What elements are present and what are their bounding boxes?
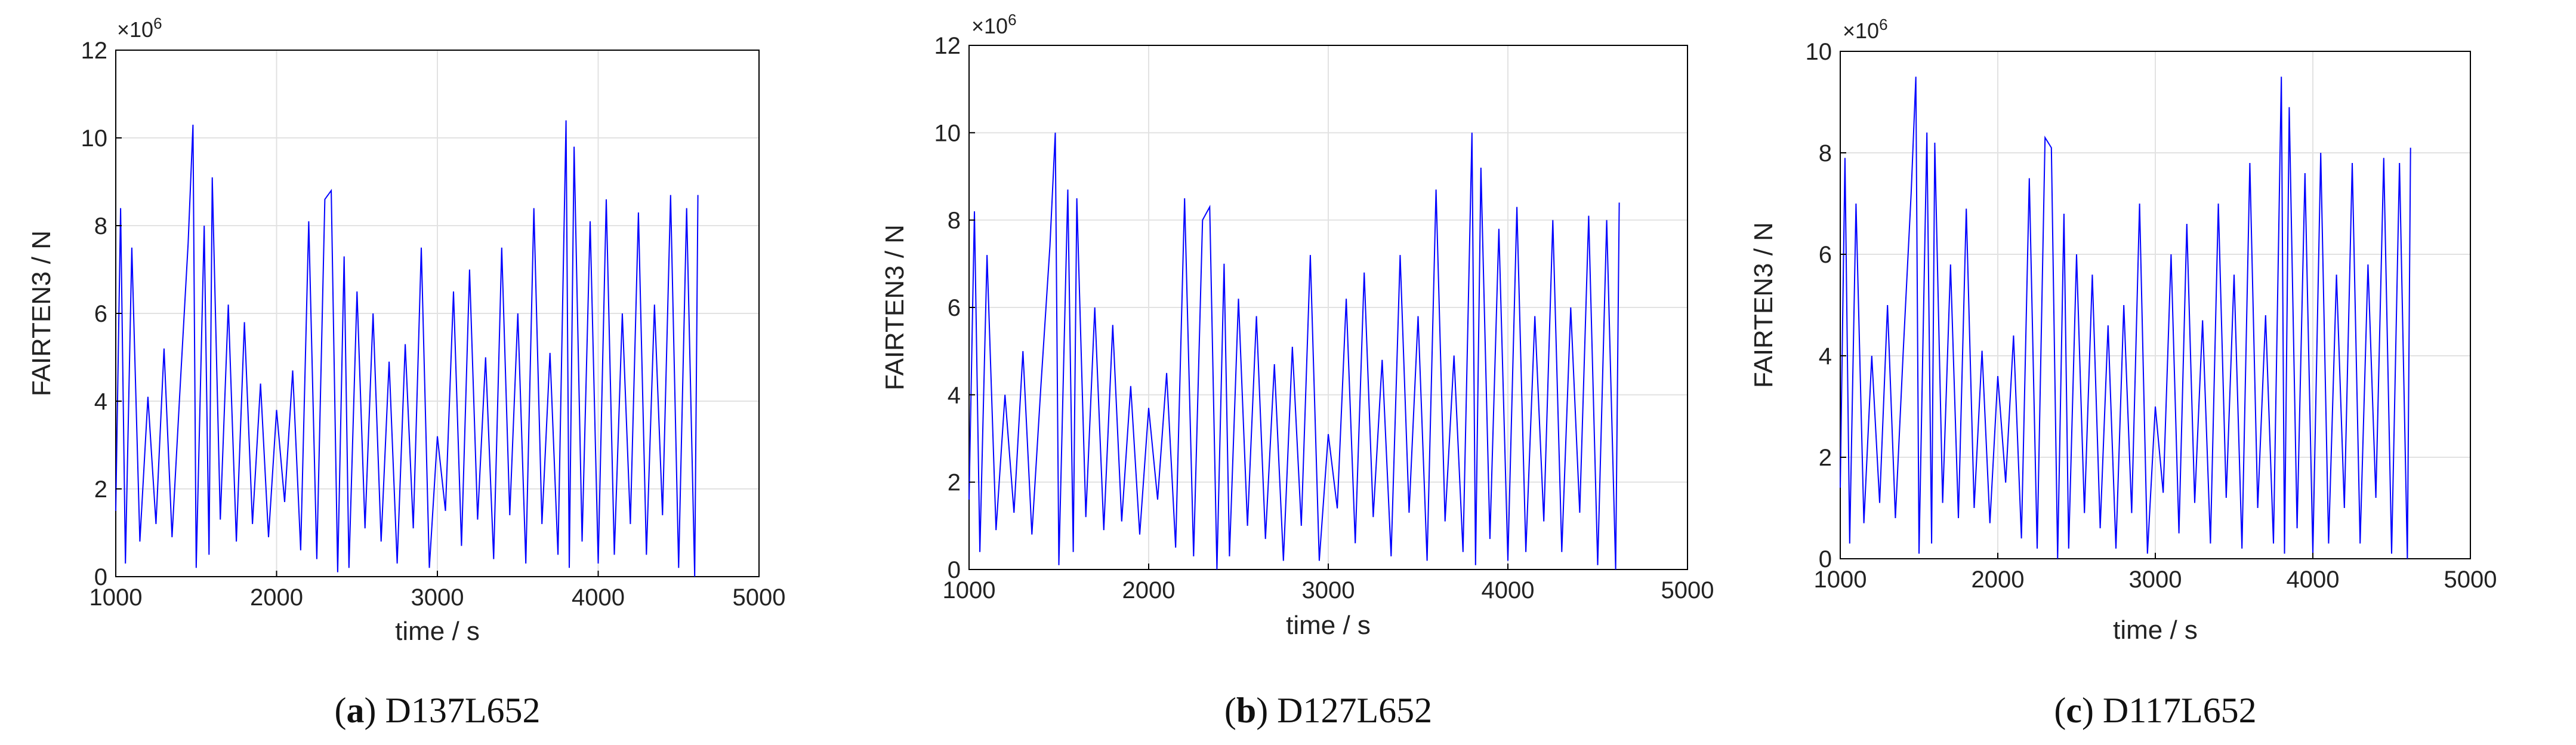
chart-panel-c: 1000 2000 3000 4000 5000 0 2 4 6 8 10 ×106 time /… bbox=[1749, 16, 2497, 730]
y-tick-label: 0 bbox=[94, 564, 107, 590]
y-exponent-label: ×106 bbox=[1843, 16, 1888, 43]
x-tick-label: 3000 bbox=[2129, 567, 2182, 593]
x-ticks: 1000 2000 3000 4000 5000 bbox=[90, 571, 786, 611]
grid bbox=[968, 45, 1688, 570]
y-tick-label: 2 bbox=[1819, 445, 1832, 471]
x-ticks: 1000 2000 3000 4000 5000 bbox=[943, 564, 1714, 604]
y-tick-label: 4 bbox=[94, 389, 107, 415]
x-tick-label: 4000 bbox=[572, 584, 625, 611]
y-axis-label: FAIRTEN3 / N bbox=[880, 224, 909, 390]
y-tick-label: 12 bbox=[81, 38, 108, 64]
y-axis-label: FAIRTEN3 / N bbox=[1749, 222, 1778, 388]
x-tick-label: 1000 bbox=[943, 577, 996, 604]
chart-panel-b: 1000 2000 3000 4000 5000 0 2 4 6 8 10 12 ×106 time… bbox=[880, 11, 1714, 730]
y-tick-label: 6 bbox=[94, 301, 107, 327]
y-tick-label: 8 bbox=[94, 213, 107, 239]
y-tick-label: 10 bbox=[81, 125, 108, 152]
x-tick-label: 5000 bbox=[733, 584, 786, 611]
series-line bbox=[115, 120, 699, 577]
y-tick-label: 4 bbox=[1819, 343, 1832, 370]
y-exponent-label: ×106 bbox=[117, 14, 162, 42]
panel-caption: (b) D127L652 bbox=[1224, 691, 1432, 730]
panel-caption: (a) D137L652 bbox=[335, 691, 541, 730]
y-ticks: 0 2 4 6 8 10 12 bbox=[934, 33, 975, 583]
y-axis-label: FAIRTEN3 / N bbox=[27, 230, 56, 396]
y-exponent-label: ×106 bbox=[971, 11, 1017, 38]
y-tick-label: 8 bbox=[1819, 140, 1832, 167]
y-tick-label: 6 bbox=[1819, 242, 1832, 268]
x-axis-label: time / s bbox=[395, 617, 480, 646]
y-tick-label: 0 bbox=[948, 557, 961, 583]
x-tick-label: 2000 bbox=[1122, 577, 1176, 604]
y-tick-label: 8 bbox=[948, 208, 961, 234]
x-ticks: 1000 2000 3000 4000 5000 bbox=[1814, 553, 2497, 593]
x-tick-label: 5000 bbox=[1661, 577, 1714, 604]
series-line bbox=[968, 133, 1620, 570]
x-tick-label: 2000 bbox=[1972, 567, 2025, 593]
y-tick-label: 12 bbox=[934, 33, 961, 59]
y-tick-label: 10 bbox=[1806, 39, 1832, 65]
x-tick-label: 4000 bbox=[1482, 577, 1535, 604]
y-tick-label: 4 bbox=[948, 382, 961, 408]
x-tick-label: 2000 bbox=[250, 584, 303, 611]
y-tick-label: 10 bbox=[934, 120, 961, 146]
y-tick-label: 0 bbox=[1819, 546, 1832, 572]
series-line bbox=[1840, 76, 2411, 559]
x-tick-label: 1000 bbox=[1814, 567, 1867, 593]
x-tick-label: 3000 bbox=[411, 584, 464, 611]
x-axis-label: time / s bbox=[1286, 611, 1371, 640]
chart-panel-a: 1000 2000 3000 4000 5000 0 2 4 6 8 10 12 ×106 time… bbox=[27, 14, 785, 730]
y-ticks: 0 2 4 6 8 10 12 bbox=[81, 38, 122, 590]
y-tick-label: 6 bbox=[948, 295, 961, 321]
y-tick-label: 2 bbox=[94, 476, 107, 503]
panel-caption: (c) D117L652 bbox=[2054, 691, 2256, 730]
y-tick-label: 2 bbox=[948, 470, 961, 496]
x-tick-label: 4000 bbox=[2287, 567, 2340, 593]
x-axis-label: time / s bbox=[2113, 615, 2198, 645]
x-tick-label: 1000 bbox=[90, 584, 143, 611]
y-ticks: 0 2 4 6 8 10 bbox=[1806, 39, 1846, 572]
x-tick-label: 3000 bbox=[1302, 577, 1355, 604]
x-tick-label: 5000 bbox=[2444, 567, 2497, 593]
